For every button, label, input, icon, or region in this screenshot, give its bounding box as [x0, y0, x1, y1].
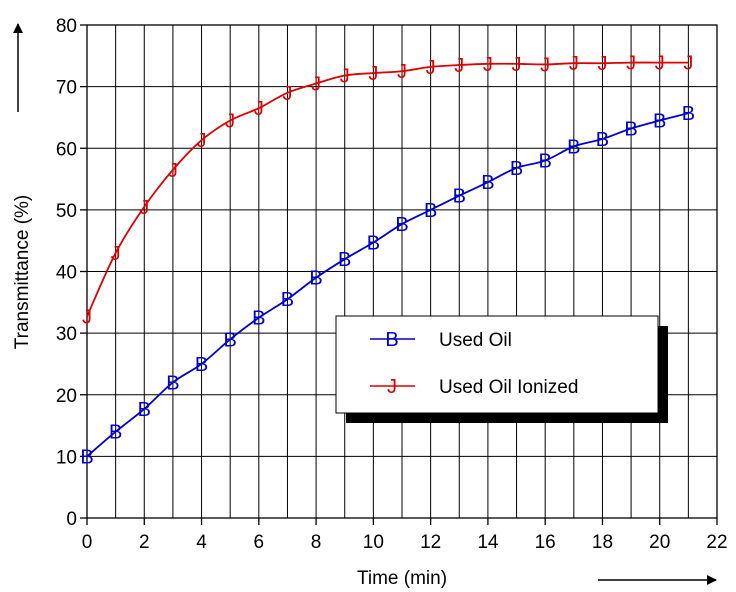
data-point-marker: B	[682, 103, 695, 125]
y-tick-label: 0	[66, 509, 77, 530]
data-point-marker: B	[367, 233, 380, 255]
data-point-marker: B	[539, 151, 552, 173]
data-point-marker: J	[540, 54, 550, 76]
data-point-marker: B	[481, 172, 494, 194]
series-line-1	[86, 61, 689, 317]
legend-box	[335, 315, 659, 414]
grid	[86, 24, 718, 519]
axes: 0 10 20 30 40 50 60 70 80 0 2 4 6 8 10 12 14 16 18 20 22	[56, 16, 728, 553]
data-point-marker: B	[510, 158, 523, 180]
data-point-marker: J	[483, 54, 493, 76]
data-point-marker: J	[225, 111, 235, 133]
y-tick-label: 40	[56, 263, 77, 284]
x-tick-label: 8	[311, 532, 322, 553]
y-tick-label: 20	[56, 386, 77, 407]
data-point-marker: J	[597, 53, 607, 75]
x-tick-label: 4	[196, 532, 207, 553]
data-point-marker: J	[655, 53, 665, 75]
data-point-marker: B	[653, 111, 666, 133]
x-tick-label: 20	[649, 532, 670, 553]
x-tick-label: 6	[254, 532, 265, 553]
y-axis-title: Transmittance (%)	[12, 195, 33, 350]
data-point-marker: B	[138, 399, 151, 421]
y-tick-label: 60	[56, 139, 77, 160]
data-point-marker: J	[454, 55, 464, 77]
data-point-marker: J	[683, 53, 693, 75]
data-point-marker: B	[424, 200, 437, 222]
y-tick-label: 80	[56, 16, 77, 37]
x-axis-title: Time (min)	[357, 568, 447, 589]
series-line-0	[86, 112, 689, 458]
data-point-marker: B	[252, 308, 265, 330]
data-point-marker: B	[80, 446, 93, 468]
data-point-marker: B	[224, 329, 237, 351]
x-tick-label: 22	[706, 532, 727, 553]
data-point-marker: J	[512, 54, 522, 76]
data-point-marker: B	[596, 129, 609, 151]
x-tick-label: 0	[82, 532, 93, 553]
data-point-marker: J	[111, 243, 121, 265]
data-point-marker: B	[109, 422, 122, 444]
x-tick-label: 12	[420, 532, 441, 553]
data-point-marker: B	[338, 249, 351, 271]
legend-marker-used-oil-ionized: J	[387, 376, 397, 398]
data-point-marker: B	[624, 119, 637, 141]
data-point-marker: J	[168, 160, 178, 182]
data-point-marker: J	[282, 83, 292, 105]
data-point-marker: J	[139, 197, 149, 219]
data-point-marker: J	[569, 53, 579, 75]
data-point-marker: B	[395, 214, 408, 236]
data-point-marker: J	[368, 63, 378, 85]
y-tick-label: 30	[56, 324, 77, 345]
data-point-marker: J	[626, 53, 636, 75]
data-point-marker: B	[281, 289, 294, 311]
x-tick-label: 18	[592, 532, 613, 553]
data-point-marker: J	[397, 61, 407, 83]
x-tick-label: 14	[477, 532, 499, 553]
y-tick-label: 70	[56, 78, 77, 99]
data-point-marker: J	[311, 74, 321, 96]
data-point-marker: B	[567, 136, 580, 158]
legend-label-used-oil-ionized: Used Oil Ionized	[439, 377, 578, 398]
data-point-marker: B	[453, 186, 466, 208]
y-tick-label: 10	[56, 447, 77, 468]
data-point-marker: J	[426, 57, 436, 79]
data-point-marker: B	[166, 372, 179, 394]
legend-marker-used-oil: B	[385, 329, 398, 351]
x-tick-label: 10	[363, 532, 384, 553]
data-point-marker: B	[309, 268, 322, 290]
data-point-marker: J	[82, 306, 92, 328]
legend-label-used-oil: Used Oil	[439, 330, 512, 351]
data-point-marker: J	[197, 130, 207, 152]
x-tick-label: 16	[535, 532, 556, 553]
data-point-marker: J	[254, 98, 264, 120]
data-point-marker: B	[195, 354, 208, 376]
x-tick-label: 2	[139, 532, 150, 553]
data-point-marker: J	[340, 66, 350, 88]
legend: B Used Oil J Used Oil Ionized	[335, 315, 668, 423]
y-tick-label: 50	[56, 201, 77, 222]
